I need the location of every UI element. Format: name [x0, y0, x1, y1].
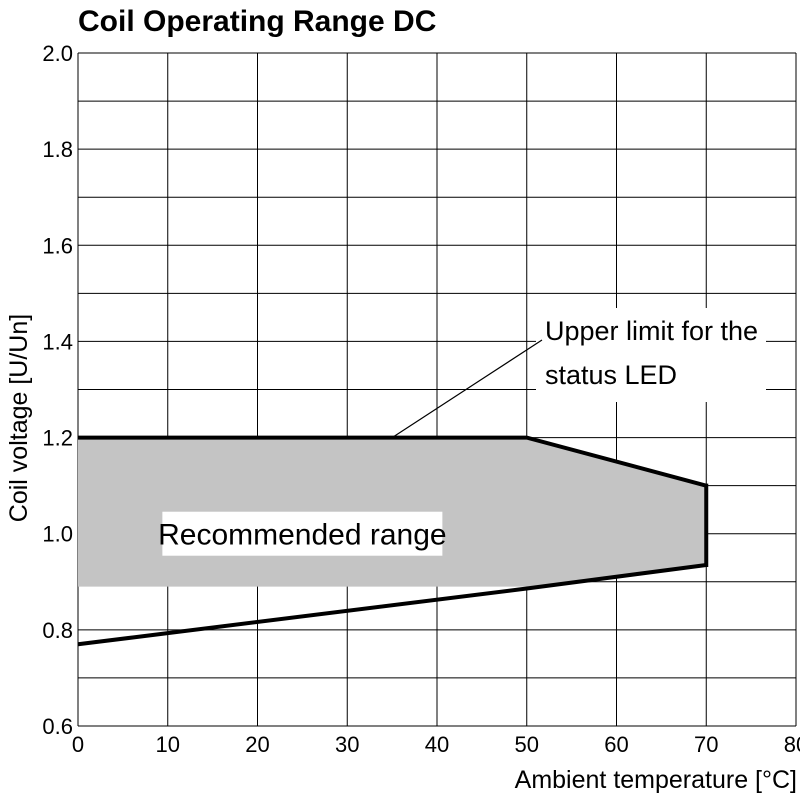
annotation-text: status LED [545, 360, 677, 390]
x-tick-label: 60 [604, 732, 628, 757]
limit-lines [77, 435, 709, 647]
upper-limit-line [78, 435, 707, 488]
x-tick-label: 30 [335, 732, 359, 757]
tick-labels: 0 10 20 30 40 50 60 70 80 0.6 0.8 1.0 1.2 1.4 1.6 1.8 2.… [42, 41, 800, 757]
x-tick-label: 40 [425, 732, 449, 757]
x-tick-label: 10 [156, 732, 180, 757]
annotations: Upper limit for the status LED [391, 308, 766, 439]
x-tick-label: 0 [72, 732, 84, 757]
x-tick-label: 70 [694, 732, 718, 757]
recommended-range: Recommended range [78, 437, 707, 587]
y-tick-label: 0.8 [42, 618, 73, 643]
y-tick-label: 1.6 [42, 233, 73, 258]
range-label: Recommended range [158, 519, 447, 552]
lower-limit-line [77, 562, 707, 647]
x-tick-label: 50 [515, 732, 539, 757]
annotation-text: Upper limit for the [545, 316, 758, 346]
y-tick-label: 0.6 [42, 714, 73, 739]
range-label-background [162, 511, 443, 556]
y-axis-label: Coil voltage [U/Un] [5, 314, 33, 522]
y-tick-label: 1.0 [42, 522, 73, 547]
chart-title: Coil Operating Range DC [78, 5, 436, 38]
x-tick-label: 80 [784, 732, 800, 757]
y-tick-label: 2.0 [42, 41, 73, 66]
annotation-background [536, 308, 766, 402]
x-axis-label: Ambient temperature [°C] [515, 766, 797, 794]
y-tick-label: 1.2 [42, 426, 73, 451]
y-tick-label: 1.4 [42, 329, 73, 354]
x-tick-label: 20 [245, 732, 269, 757]
annotation-leader-line [391, 339, 543, 439]
y-tick-label: 1.8 [42, 137, 73, 162]
